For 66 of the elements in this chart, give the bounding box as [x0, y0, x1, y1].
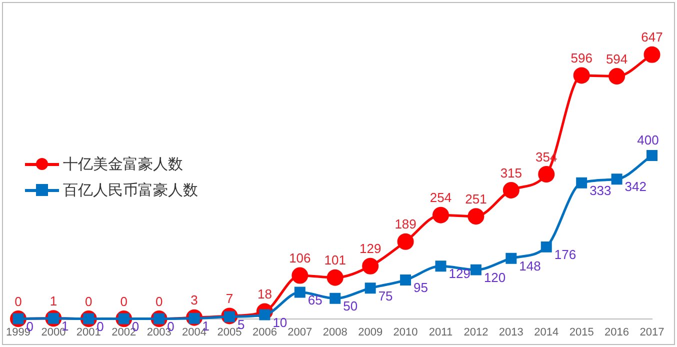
x-tick-label: 2008	[322, 326, 348, 338]
point	[468, 208, 484, 225]
x-tick-label: 2012	[464, 326, 488, 338]
point	[611, 174, 622, 185]
point	[470, 264, 482, 276]
x-tick-label: 2005	[217, 326, 242, 338]
data-label: 0	[120, 294, 128, 309]
data-label: 400	[637, 132, 659, 148]
legend-label: 百亿人民币富豪人数	[63, 180, 198, 200]
point	[432, 206, 449, 224]
point	[506, 252, 517, 264]
x-tick-label: 2011	[428, 326, 453, 338]
data-label: 101	[324, 252, 346, 268]
x-tick-label: 2014	[534, 326, 559, 338]
data-label: 65	[308, 292, 322, 308]
data-label: 251	[465, 191, 487, 206]
data-label: 3	[190, 292, 198, 308]
data-label: 342	[624, 179, 646, 194]
point	[292, 267, 308, 284]
point	[400, 274, 412, 286]
x-tick-label: 2013	[498, 326, 524, 338]
data-label: 189	[394, 216, 416, 232]
point	[644, 46, 660, 63]
data-label: 0	[85, 294, 92, 309]
data-label: 315	[500, 165, 522, 180]
data-label: 120	[484, 270, 506, 285]
point	[435, 260, 446, 272]
x-tick-label: 2015	[569, 326, 594, 338]
point	[294, 286, 306, 298]
data-label: 333	[590, 182, 612, 198]
point	[540, 241, 552, 252]
data-label: 1	[50, 293, 58, 308]
point	[646, 150, 658, 161]
x-tick-label: 2017	[640, 326, 664, 338]
x-tick-label: 2016	[604, 326, 630, 338]
data-label: 95	[414, 280, 428, 296]
data-label: 18	[257, 286, 272, 302]
point	[608, 68, 626, 85]
x-tick-label: 2009	[358, 326, 383, 338]
point	[330, 292, 341, 304]
data-label: 254	[430, 190, 452, 206]
data-label: 594	[606, 51, 628, 66]
data-label: 75	[378, 288, 393, 304]
data-label: 106	[289, 250, 311, 266]
data-label: 148	[519, 258, 541, 274]
data-label: 647	[641, 30, 663, 45]
point	[397, 233, 414, 250]
x-tick-label: 2006	[252, 326, 277, 338]
x-tick-label: 2007	[288, 326, 312, 338]
point	[502, 182, 520, 198]
data-label: 176	[554, 247, 576, 262]
point	[364, 282, 376, 294]
data-label: 596	[570, 50, 592, 66]
data-label: 0	[14, 294, 22, 309]
data-label: 50	[343, 298, 358, 314]
data-label: 0	[155, 294, 163, 309]
point	[362, 258, 379, 274]
x-tick-label: 2010	[393, 326, 418, 338]
point	[576, 177, 588, 188]
point	[538, 166, 555, 183]
point	[573, 67, 590, 84]
data-label: 7	[226, 291, 234, 306]
data-label: 129	[448, 266, 470, 282]
data-label: 129	[359, 241, 382, 256]
point	[326, 269, 344, 286]
legend-label: 十亿美金富豪人数	[63, 154, 183, 174]
